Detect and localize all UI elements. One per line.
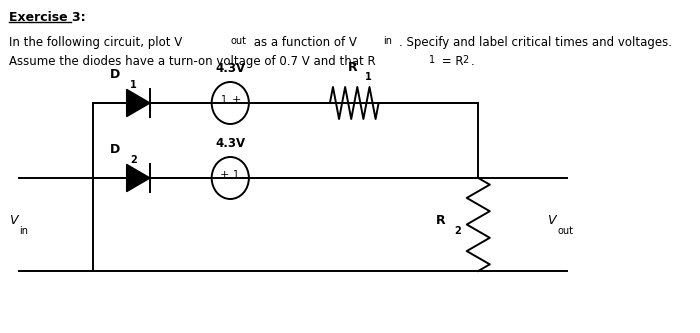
Text: In the following circuit, plot V: In the following circuit, plot V [9, 36, 182, 49]
Text: +: + [219, 170, 229, 180]
Text: 2: 2 [130, 155, 137, 165]
Text: as a function of V: as a function of V [250, 36, 356, 49]
Text: .: . [471, 55, 475, 68]
Text: 1: 1 [233, 170, 239, 180]
Text: . Specify and label critical times and voltages.: . Specify and label critical times and v… [400, 36, 673, 49]
Text: V: V [547, 214, 556, 227]
Text: Exercise 3:: Exercise 3: [9, 11, 85, 24]
Text: 1: 1 [428, 55, 435, 65]
Text: 4.3V: 4.3V [215, 137, 245, 150]
Text: V: V [9, 214, 18, 227]
Text: 2: 2 [462, 55, 468, 65]
Text: 1: 1 [365, 72, 372, 82]
Text: R: R [348, 61, 357, 74]
Text: 2: 2 [454, 226, 461, 236]
Text: R: R [436, 214, 446, 227]
Text: out: out [558, 226, 574, 236]
Text: Assume the diodes have a turn-on voltage of 0.7 V and that R: Assume the diodes have a turn-on voltage… [9, 55, 375, 68]
Text: 4.3V: 4.3V [215, 62, 245, 75]
Text: 1: 1 [130, 80, 137, 90]
Text: = R: = R [438, 55, 464, 68]
Text: 1: 1 [221, 95, 227, 105]
Text: +: + [232, 95, 242, 105]
Text: in: in [20, 226, 29, 236]
Text: out: out [230, 36, 246, 46]
Polygon shape [127, 165, 150, 191]
Polygon shape [127, 89, 150, 117]
Text: D: D [110, 68, 120, 81]
Text: in: in [384, 36, 393, 46]
Text: D: D [110, 143, 120, 156]
